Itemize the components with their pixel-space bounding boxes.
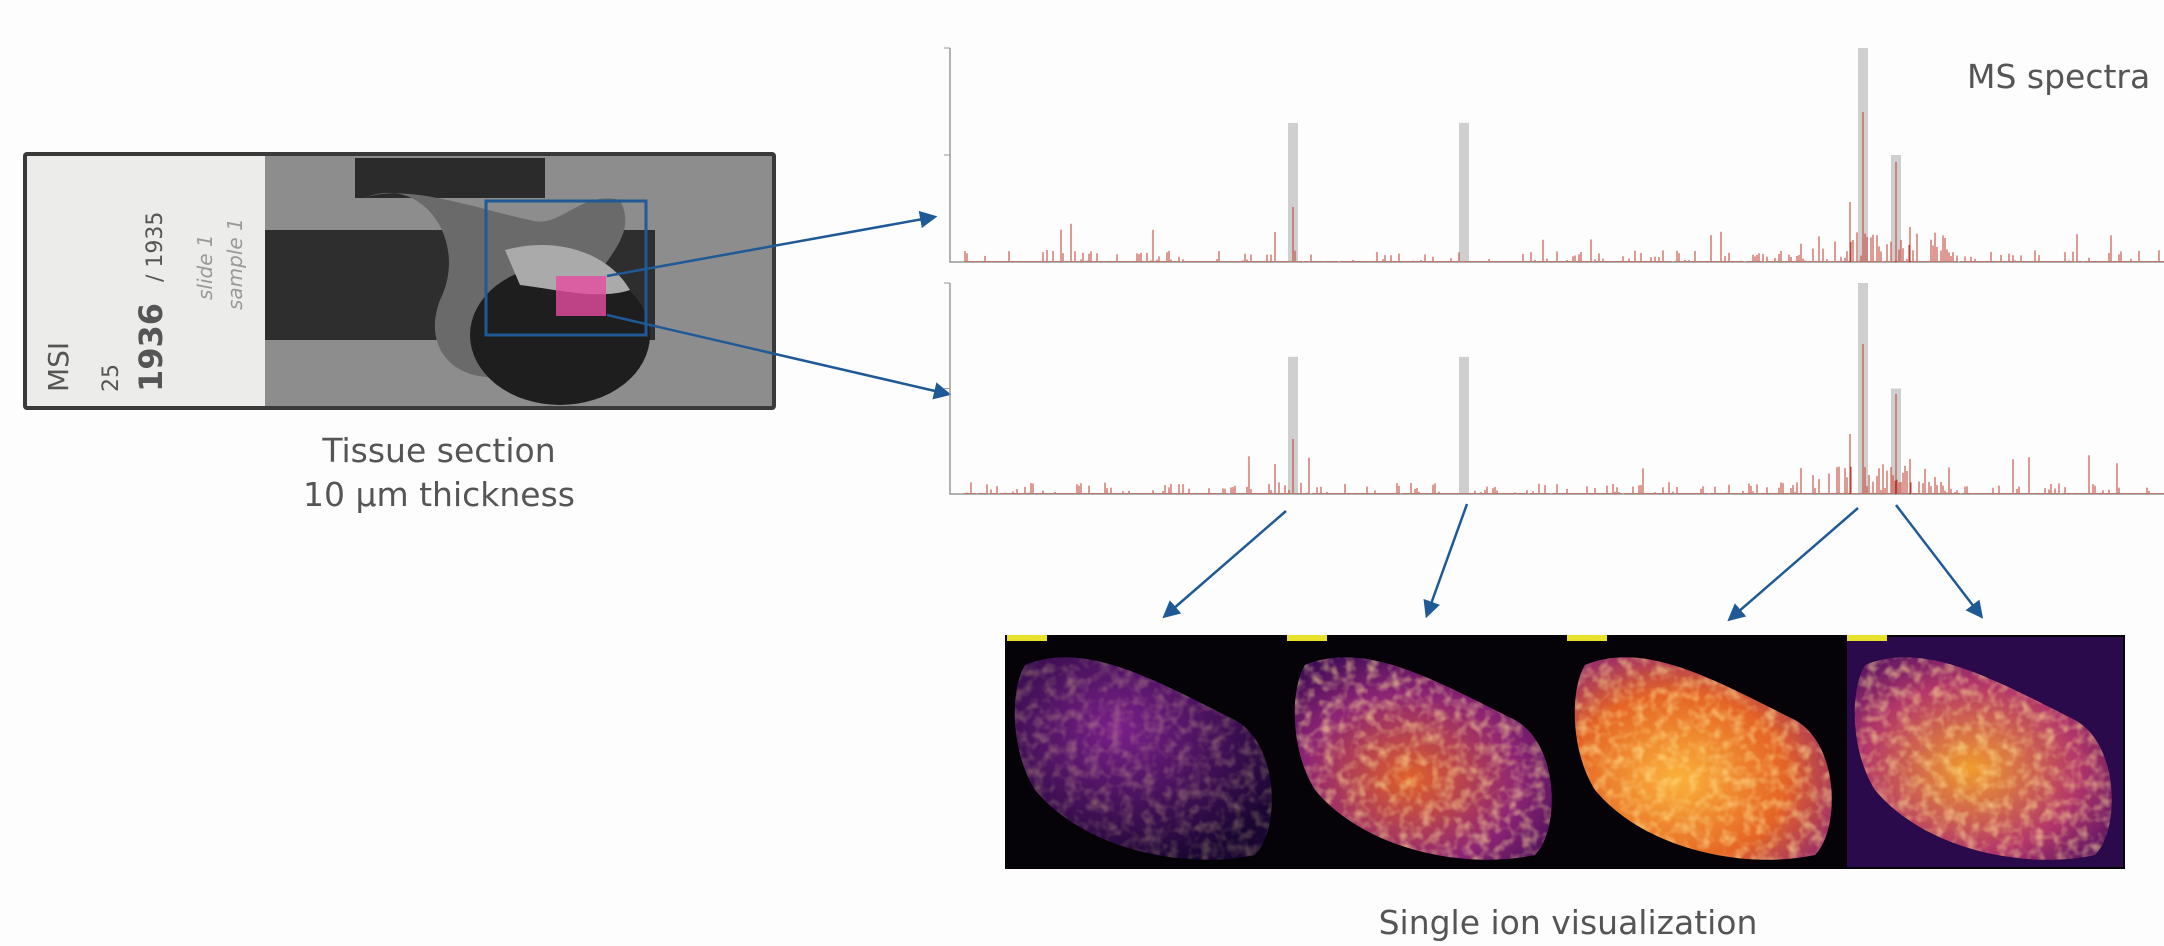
peak-highlight [1459, 123, 1469, 262]
scale-marker [1847, 635, 1887, 641]
caption: Single ion visualization [1379, 903, 1758, 942]
ion-images [1005, 635, 2125, 869]
spectra [944, 48, 2164, 494]
spectrum [965, 344, 2163, 494]
scale-marker [1287, 635, 1327, 641]
slide-text: 1936 [132, 303, 170, 392]
scale-marker [1007, 635, 1047, 641]
slide-text: MSI [42, 342, 75, 392]
spectrum [965, 112, 2163, 262]
slide: MSI 25 1936 / 1935 slide 1 sample 1 [23, 152, 776, 410]
spectra-label: MS spectra [1967, 57, 2150, 96]
slide-text: 25 [99, 364, 124, 392]
diagram: MSI 25 1936 / 1935 slide 1 sample 1 Tiss… [0, 0, 2164, 946]
scale-marker [1567, 635, 1607, 641]
slide-text: / 1935 [143, 212, 168, 282]
caption: 10 µm thickness [303, 475, 575, 514]
caption: Tissue section [321, 431, 555, 470]
slide-text: slide 1 [193, 234, 217, 300]
slide-text: sample 1 [223, 218, 247, 310]
peak-highlight [1459, 357, 1469, 494]
axis [950, 283, 2164, 494]
